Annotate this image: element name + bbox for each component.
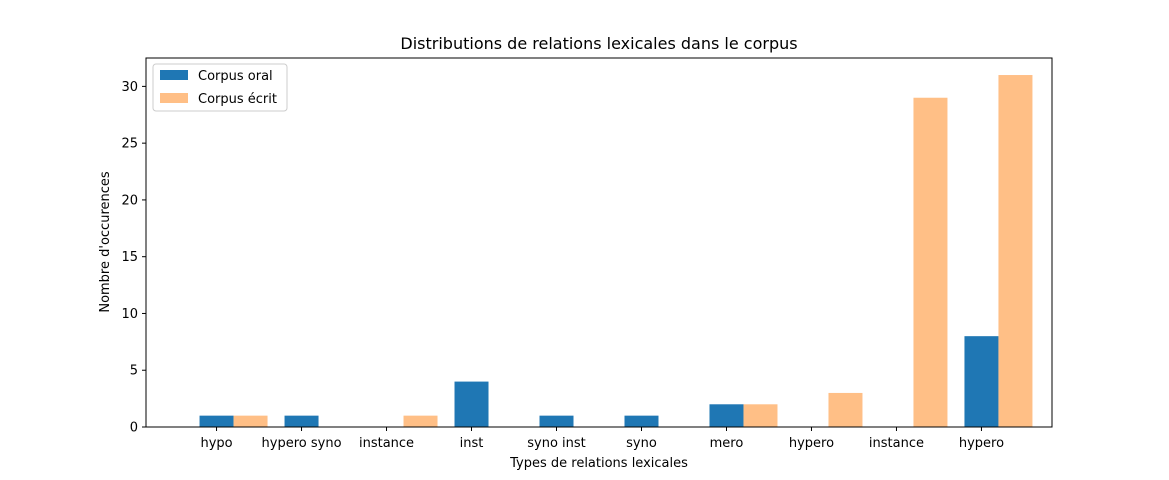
y-axis: 0 5 10 15 20 25 30: [121, 80, 146, 436]
bar-ecrit-7: [828, 392, 863, 427]
bar-ecrit-8: [913, 97, 948, 427]
bar-oral-4: [539, 415, 574, 427]
x-tick-label: syno inst: [527, 436, 586, 451]
bar-oral-1: [284, 415, 319, 427]
bar-ecrit-2: [403, 415, 438, 427]
x-tick-label: hypero syno: [262, 436, 342, 451]
x-tick-label: mero: [710, 436, 744, 451]
y-axis-label: Nombre d'occurences: [98, 171, 113, 313]
bar-oral-6: [709, 404, 744, 427]
bar-ecrit-9: [998, 75, 1033, 428]
plot-frame: [145, 57, 1053, 428]
x-tick-label: instance: [869, 436, 924, 451]
legend-label-corpus-ecrit: Corpus écrit: [198, 92, 277, 107]
y-tick-label: 25: [121, 137, 138, 152]
x-tick-label: instance: [359, 436, 414, 451]
y-tick-label: 30: [121, 80, 138, 95]
bar-oral-5: [624, 415, 659, 427]
y-tick-label: 0: [130, 421, 138, 436]
x-tick-label: hypero: [789, 436, 834, 451]
chart-title: Distributions de relations lexicales dan…: [400, 34, 797, 53]
x-axis: hypo hypero syno instance inst syno inst syno…: [200, 427, 1004, 451]
legend-label-corpus-oral: Corpus oral: [198, 69, 273, 84]
x-tick-label: inst: [460, 436, 484, 451]
y-tick-label: 5: [130, 364, 138, 379]
y-tick-label: 10: [121, 307, 138, 322]
bar-oral-9: [964, 336, 999, 427]
bars-group: [199, 75, 1033, 428]
legend-swatch-corpus-oral: [160, 70, 188, 80]
bar-oral-0: [199, 415, 234, 427]
y-tick-label: 15: [121, 250, 138, 265]
legend-swatch-corpus-ecrit: [160, 93, 188, 103]
bar-ecrit-6: [743, 404, 778, 427]
bar-ecrit-0: [233, 415, 268, 427]
y-tick-label: 20: [121, 193, 138, 208]
x-axis-label: Types de relations lexicales: [509, 456, 688, 471]
bar-oral-3: [454, 381, 489, 427]
legend: Corpus oral Corpus écrit: [152, 63, 288, 112]
x-tick-label: hypero: [959, 436, 1004, 451]
x-tick-label: syno: [626, 436, 657, 451]
x-tick-label: hypo: [200, 436, 232, 451]
